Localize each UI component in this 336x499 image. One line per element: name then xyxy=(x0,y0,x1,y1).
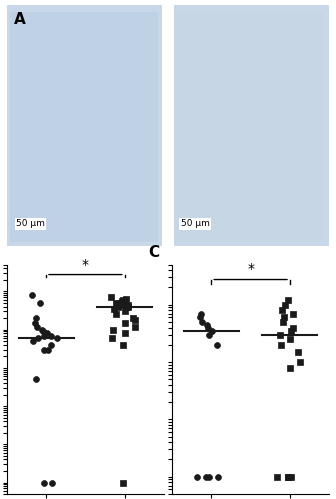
Point xyxy=(277,331,282,339)
Point xyxy=(288,335,293,343)
Point xyxy=(203,473,208,481)
Point xyxy=(274,473,279,481)
Point xyxy=(200,318,205,326)
Point xyxy=(122,319,127,327)
Point xyxy=(116,302,121,310)
Point xyxy=(197,313,202,321)
Text: 50 μm: 50 μm xyxy=(181,219,210,228)
Point xyxy=(279,306,284,314)
Point xyxy=(110,325,116,333)
Point xyxy=(123,294,129,302)
Point xyxy=(206,473,212,481)
Point xyxy=(289,473,294,481)
Text: A: A xyxy=(13,12,25,27)
Point xyxy=(282,313,287,321)
Point xyxy=(125,300,131,308)
Point xyxy=(54,334,59,342)
Point xyxy=(33,314,39,322)
Point xyxy=(114,299,119,307)
Point xyxy=(120,479,126,487)
Point xyxy=(123,303,128,311)
Point xyxy=(110,334,115,342)
Point xyxy=(130,314,135,322)
Point xyxy=(40,327,46,335)
Text: *: * xyxy=(82,258,89,272)
Text: C: C xyxy=(148,245,160,260)
Point xyxy=(285,296,290,304)
Point xyxy=(48,341,53,349)
Point xyxy=(286,473,291,481)
Point xyxy=(214,341,219,349)
Point xyxy=(288,327,293,335)
Point xyxy=(132,322,137,330)
Point xyxy=(210,327,215,335)
Point xyxy=(117,299,123,307)
Point xyxy=(112,305,117,313)
Text: 50 μm: 50 μm xyxy=(16,219,45,228)
Point xyxy=(125,302,131,310)
Point xyxy=(35,334,40,342)
Point xyxy=(32,319,37,327)
Text: *: * xyxy=(247,262,254,276)
Point xyxy=(109,293,114,301)
Point xyxy=(29,291,35,299)
Text: A: A xyxy=(13,12,25,27)
Point xyxy=(281,318,286,326)
Bar xyxy=(7,5,162,246)
Point xyxy=(291,309,296,317)
Point xyxy=(45,346,50,354)
Point xyxy=(44,329,50,337)
Point xyxy=(41,331,46,339)
Point xyxy=(120,341,125,349)
Point xyxy=(278,341,284,349)
Point xyxy=(287,364,292,372)
Point xyxy=(195,473,200,481)
Point xyxy=(120,297,125,305)
Point xyxy=(215,473,220,481)
Point xyxy=(49,331,54,339)
Bar xyxy=(174,5,329,246)
Point xyxy=(122,307,128,315)
Point xyxy=(50,479,55,487)
Point xyxy=(41,479,46,487)
Point xyxy=(285,473,291,481)
Point xyxy=(206,323,211,331)
Point xyxy=(283,301,288,309)
Point xyxy=(41,346,46,354)
Point xyxy=(295,348,301,356)
Point xyxy=(33,375,39,383)
Point xyxy=(199,309,204,317)
Point xyxy=(35,322,40,330)
Point xyxy=(132,316,137,324)
Point xyxy=(38,299,43,307)
Point xyxy=(291,323,296,331)
Point xyxy=(206,331,212,339)
Point xyxy=(122,329,128,337)
Point xyxy=(204,321,210,329)
Point xyxy=(113,310,119,318)
Point xyxy=(116,300,122,308)
Point xyxy=(39,325,44,333)
Point xyxy=(120,296,126,304)
Point xyxy=(30,337,35,345)
Point xyxy=(297,358,303,366)
